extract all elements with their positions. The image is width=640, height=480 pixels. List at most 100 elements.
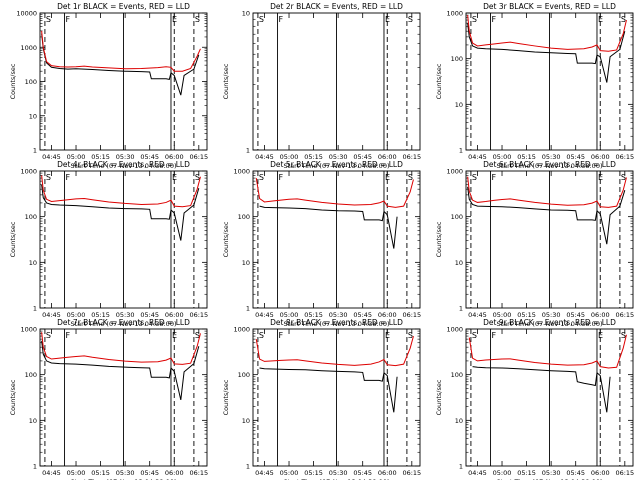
plot-frame [39, 328, 208, 467]
x-axis-label: Start Time (07-Nov-13 04:38:00) [71, 162, 177, 170]
x-tick-label: 06:00 [591, 469, 610, 477]
y-tick-label: 10 [455, 417, 463, 425]
plot-frame [252, 170, 421, 309]
y-tick-label: 10 [242, 259, 250, 267]
marker-label: S [46, 331, 51, 340]
panel-title: Det 8r BLACK = Events, RED = LLD [270, 318, 403, 327]
y-tick-label: 1000 [20, 326, 37, 334]
x-tick-label: 06:00 [378, 469, 397, 477]
y-tick-label: 1 [246, 463, 250, 471]
detector-panel: Det 4r BLACK = Events, RED = LLD Counts/s… [9, 160, 208, 328]
y-tick-label: 1 [33, 147, 37, 155]
y-tick-label: 1000 [20, 168, 37, 176]
x-tick-label: 06:00 [165, 469, 184, 477]
plot-frame [252, 328, 421, 467]
panel-title: Det 4r BLACK = Events, RED = LLD [57, 160, 190, 169]
x-tick-label: 05:45 [353, 311, 372, 319]
x-tick-label: 05:30 [329, 311, 348, 319]
y-axis-label: Counts/sec [222, 63, 230, 99]
x-tick-label: 05:45 [566, 469, 585, 477]
marker-label: E [598, 331, 603, 340]
marker-label: S [408, 15, 413, 24]
y-tick-label: 10 [242, 10, 250, 18]
x-tick-label: 05:15 [91, 469, 110, 477]
marker-label: S [195, 331, 200, 340]
marker-label: S [195, 173, 200, 182]
series-line-events [259, 367, 398, 413]
x-tick-label: 04:45 [42, 469, 61, 477]
marker-label: F [492, 331, 497, 340]
x-tick-label: 05:30 [542, 469, 561, 477]
x-tick-label: 05:15 [304, 311, 323, 319]
x-tick-label: 05:30 [116, 469, 135, 477]
marker-label: F [279, 173, 284, 182]
y-tick-label: 10 [29, 417, 37, 425]
x-tick-label: 05:00 [280, 311, 299, 319]
y-tick-label: 1 [33, 463, 37, 471]
marker-label: S [408, 173, 413, 182]
x-tick-label: 06:00 [378, 153, 397, 161]
marker-label: S [195, 15, 200, 24]
x-tick-label: 06:15 [189, 153, 208, 161]
marker-label: S [259, 15, 264, 24]
series-line-lld [467, 176, 627, 208]
detector-panel: Det 2r BLACK = Events, RED = LLD Counts/s… [222, 2, 421, 170]
panel-title: Det 5r BLACK = Events, RED = LLD [270, 160, 403, 169]
series-line-events [41, 33, 200, 96]
y-tick-label: 10 [455, 259, 463, 267]
x-tick-label: 06:15 [615, 311, 634, 319]
plot-frame [465, 170, 634, 309]
marker-label: E [172, 15, 177, 24]
y-tick-label: 10 [29, 112, 37, 120]
panel-title: Det 3r BLACK = Events, RED = LLD [483, 2, 616, 11]
y-tick-label: 10 [29, 259, 37, 267]
marker-label: S [408, 331, 413, 340]
y-axis-label: Counts/sec [435, 379, 443, 415]
series-line-lld [255, 177, 414, 208]
x-tick-label: 05:00 [67, 311, 86, 319]
x-tick-label: 04:45 [42, 311, 61, 319]
plot-frame [465, 12, 634, 151]
x-tick-label: 06:15 [402, 311, 421, 319]
marker-label: S [472, 173, 477, 182]
panel-title: Det 7r BLACK = Events, RED = LLD [57, 318, 190, 327]
y-tick-label: 10 [242, 417, 250, 425]
marker-label: F [66, 331, 71, 340]
y-tick-label: 1000 [446, 168, 463, 176]
x-tick-label: 05:45 [140, 311, 159, 319]
y-axis-label: Counts/sec [435, 221, 443, 257]
x-tick-label: 06:15 [402, 469, 421, 477]
y-tick-label: 1 [459, 463, 463, 471]
y-tick-label: 1000 [20, 44, 37, 52]
x-axis-label: Start Time (07-Nov-13 04:38:00) [497, 162, 603, 170]
marker-label: E [385, 331, 390, 340]
x-tick-label: 04:45 [468, 469, 487, 477]
panel-title: Det 2r BLACK = Events, RED = LLD [270, 2, 403, 11]
series-line-events [41, 340, 200, 401]
x-tick-label: 05:30 [116, 311, 135, 319]
x-axis-label: Start Time (07-Nov-13 04:38:00) [497, 478, 603, 480]
x-tick-label: 05:30 [542, 153, 561, 161]
x-tick-label: 05:15 [91, 311, 110, 319]
x-tick-label: 05:45 [353, 153, 372, 161]
x-tick-label: 05:00 [67, 469, 86, 477]
x-tick-label: 04:45 [42, 153, 61, 161]
panel-title: Det 1r BLACK = Events, RED = LLD [57, 2, 190, 11]
y-tick-label: 10 [455, 101, 463, 109]
x-tick-label: 05:30 [542, 311, 561, 319]
x-tick-label: 05:00 [493, 469, 512, 477]
marker-label: F [279, 331, 284, 340]
marker-label: E [172, 173, 177, 182]
y-tick-label: 1 [459, 147, 463, 155]
x-tick-label: 05:15 [304, 153, 323, 161]
x-tick-label: 05:45 [353, 469, 372, 477]
y-axis-label: Counts/sec [9, 221, 17, 257]
marker-label: S [621, 173, 626, 182]
y-axis-label: Counts/sec [9, 379, 17, 415]
